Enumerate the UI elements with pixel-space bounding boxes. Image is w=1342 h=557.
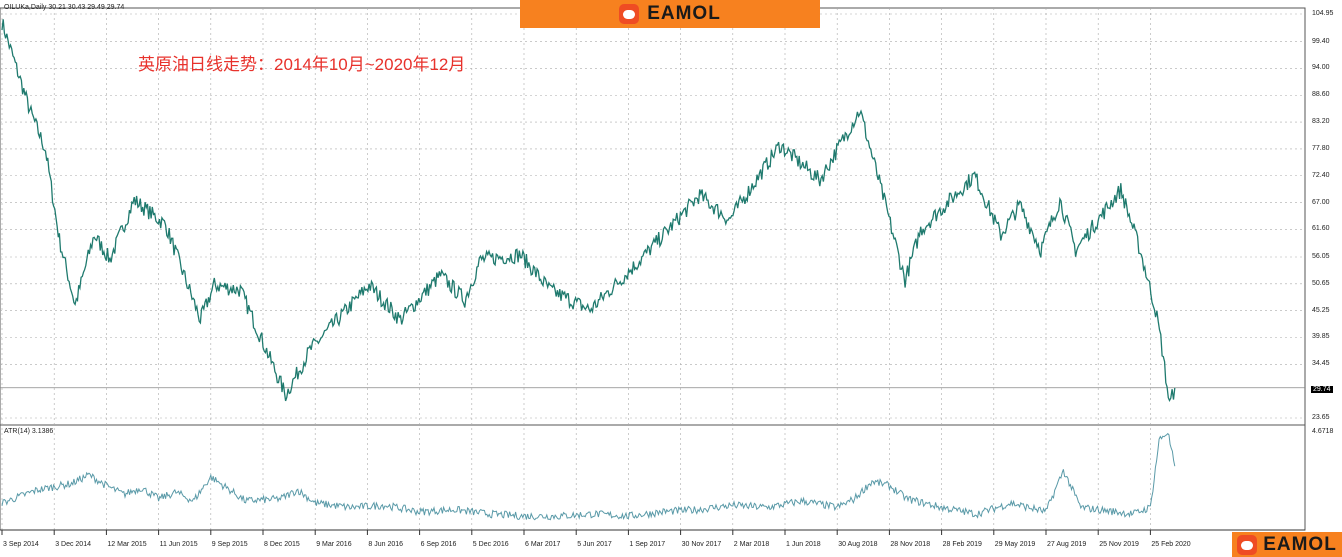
atr-pane-frame: [0, 424, 1306, 531]
x-tick-label: 2 Mar 2018: [733, 541, 770, 548]
x-tick-label: 3 Dec 2014: [55, 541, 91, 548]
x-tick-label: 8 Dec 2015: [264, 541, 300, 548]
x-tick-label: 1 Sep 2017: [629, 541, 666, 548]
y-tick-label: 77.80: [1312, 144, 1330, 152]
chart-annotation-title: 英原油日线走势：2014年10月~2020年12月: [138, 55, 466, 74]
current-price-marker: 29.74: [1311, 386, 1333, 393]
atr-line: [1, 432, 1176, 521]
y-tick-label: 45.25: [1312, 306, 1330, 314]
x-tick-label: 30 Aug 2018: [838, 541, 878, 548]
x-tick-label: 27 Aug 2019: [1047, 541, 1087, 548]
x-tick-label: 29 May 2019: [994, 541, 1036, 548]
y-tick-label: 67.00: [1312, 198, 1330, 206]
x-tick-label: 12 Mar 2015: [107, 541, 147, 548]
y-tick-label: 94.00: [1312, 64, 1330, 72]
brand-banner-bottom: EAMOL: [1232, 532, 1342, 557]
x-tick-label: 25 Nov 2019: [1099, 541, 1139, 548]
x-tick-label: 30 Nov 2017: [681, 541, 722, 548]
x-tick-label: 6 Mar 2017: [525, 541, 561, 548]
x-tick-label: 9 Mar 2016: [316, 541, 352, 548]
y-tick-label: 39.85: [1312, 333, 1330, 341]
x-tick-label: 25 Feb 2020: [1151, 541, 1191, 548]
brand-name: EAMOL: [647, 3, 721, 24]
symbol-info: OILUKa,Daily 30.21 30.43 29.49 29.74: [4, 4, 125, 11]
robot-logo-icon: [619, 4, 640, 24]
brand-name-bottom: EAMOL: [1263, 533, 1337, 555]
x-tick-label: 1 Jun 2018: [786, 541, 821, 548]
x-tick-label: 8 Jun 2016: [368, 541, 404, 548]
atr-max-label: 4.6718: [1312, 428, 1334, 435]
brand-banner: EAMOL: [520, 0, 820, 28]
y-tick-label: 23.65: [1312, 414, 1330, 421]
y-tick-label: 88.60: [1312, 91, 1330, 99]
y-tick-label: 72.40: [1312, 171, 1330, 179]
x-tick-label: 5 Jun 2017: [577, 541, 612, 548]
y-tick-label: 61.60: [1312, 225, 1330, 233]
y-tick-label: 50.65: [1312, 279, 1330, 287]
x-tick-label: 28 Feb 2019: [942, 541, 982, 548]
atr-label: ATR(14) 3.1386: [4, 428, 54, 435]
robot-logo-icon: [1237, 534, 1258, 555]
x-tick-label: 11 Jun 2015: [159, 541, 198, 548]
y-tick-label: 99.40: [1312, 37, 1330, 45]
y-tick-label: 83.20: [1312, 118, 1330, 126]
x-tick-label: 3 Sep 2014: [3, 541, 39, 548]
y-tick-label: 104.95: [1312, 10, 1334, 17]
y-tick-label: 56.05: [1312, 252, 1330, 260]
y-tick-label: 34.45: [1312, 360, 1330, 368]
x-tick-label: 5 Dec 2016: [472, 541, 509, 548]
x-tick-label: 28 Nov 2018: [890, 541, 931, 548]
price-line: [1, 19, 1176, 403]
x-tick-label: 9 Sep 2015: [211, 541, 248, 548]
x-tick-label: 6 Sep 2016: [420, 541, 457, 548]
